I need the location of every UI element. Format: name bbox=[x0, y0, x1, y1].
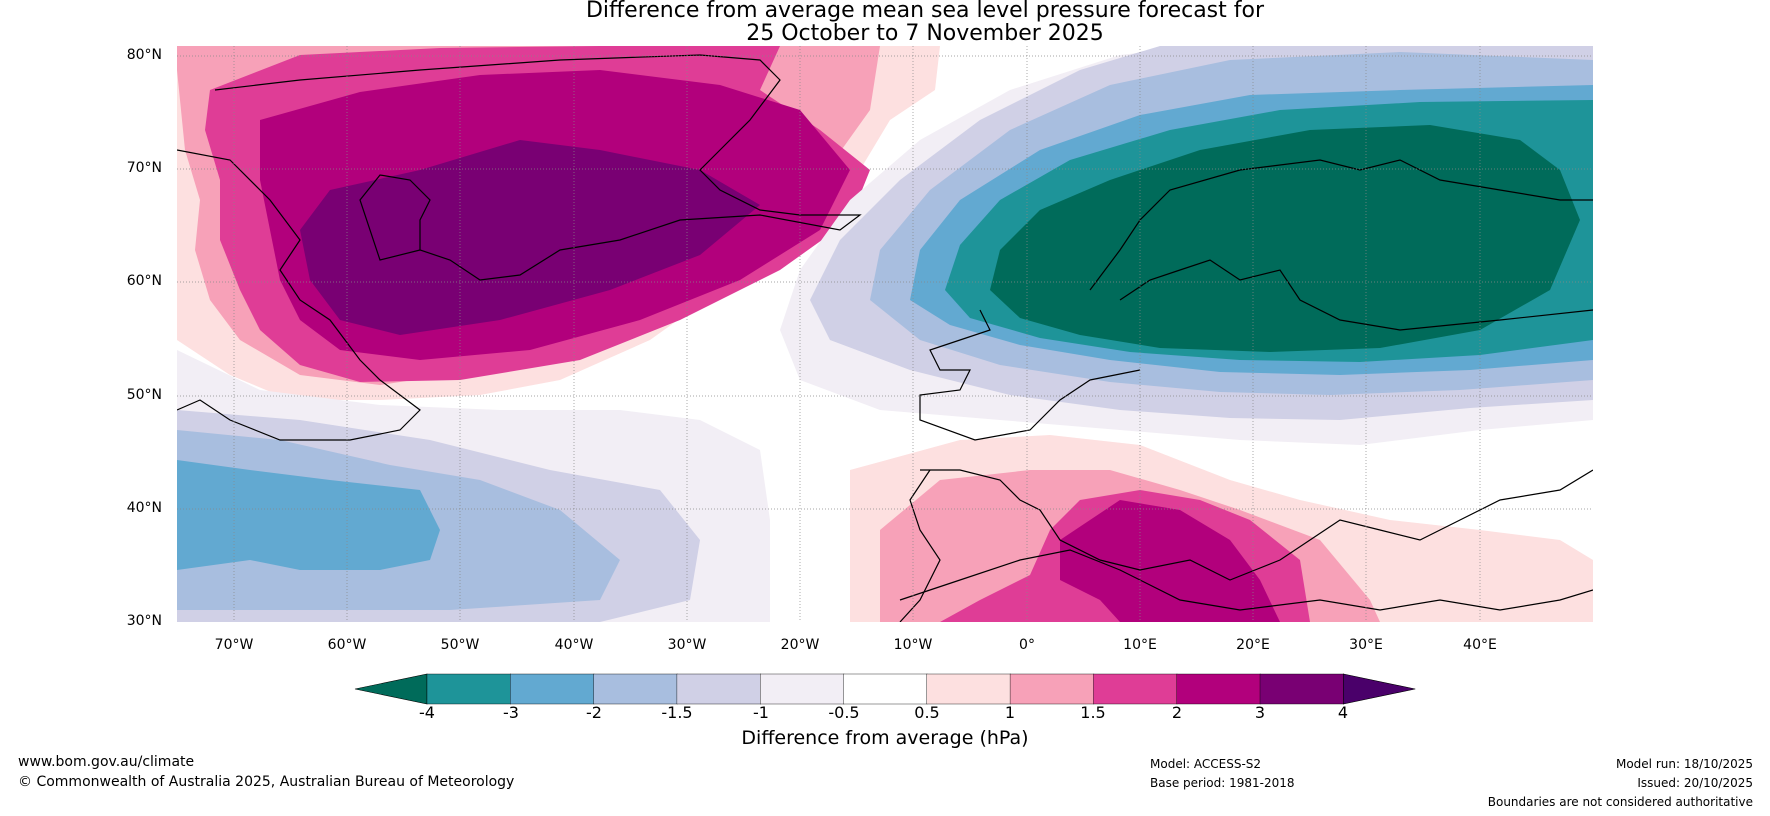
base-period: Base period: 1981-2018 bbox=[1150, 776, 1295, 790]
baltic-coastline bbox=[1119, 259, 1593, 331]
website-link[interactable]: www.bom.gov.au/climate bbox=[18, 754, 195, 770]
longitude-label: 40°E bbox=[1463, 637, 1497, 653]
colorbar-tick-label: 1.5 bbox=[1080, 703, 1106, 722]
colorbar-segment bbox=[1176, 673, 1261, 705]
colorbar-tick-label: -4 bbox=[419, 703, 435, 722]
latitude-label: 40°N bbox=[126, 500, 162, 516]
colorbar-max-extension bbox=[1343, 673, 1416, 705]
greenland-coastline bbox=[214, 54, 862, 281]
longitude-label: 0° bbox=[1019, 637, 1035, 653]
model-name: Model: ACCESS-S2 bbox=[1150, 757, 1262, 771]
longitude-label: 10°W bbox=[893, 637, 933, 653]
mediterranean-positive-anomaly bbox=[850, 435, 1593, 622]
colorbar-segment bbox=[926, 673, 1011, 705]
colorbar-segment bbox=[676, 673, 761, 705]
western-atlantic-negative-anomaly bbox=[177, 350, 770, 622]
colorbar-tick-label: -0.5 bbox=[828, 703, 860, 722]
latitude-label: 80°N bbox=[126, 47, 162, 63]
latitude-label: 50°N bbox=[126, 387, 162, 403]
scandinavia-coastline bbox=[1089, 159, 1593, 291]
latitude-label: 70°N bbox=[126, 160, 162, 176]
longitude-label: 40°W bbox=[554, 637, 594, 653]
longitude-label: 50°W bbox=[440, 637, 480, 653]
coastlines bbox=[177, 54, 1593, 622]
uk-ireland-france-coastline bbox=[919, 309, 1141, 441]
north-africa-coastline bbox=[899, 549, 1593, 611]
colorbar-min-extension bbox=[354, 673, 428, 705]
colorbar-tick-label: 2 bbox=[1171, 703, 1183, 722]
colorbar-title: Difference from average (hPa) bbox=[741, 727, 1029, 749]
longitude-label: 60°W bbox=[327, 637, 367, 653]
boundaries-disclaimer: Boundaries are not considered authoritat… bbox=[1487, 795, 1753, 809]
longitude-label: 30°E bbox=[1349, 637, 1383, 653]
copyright-notice: © Commonwealth of Australia 2025, Austra… bbox=[18, 774, 515, 790]
map-title-line-2: 25 October to 7 November 2025 bbox=[746, 21, 1104, 46]
scandinavia-negative-anomaly bbox=[780, 46, 1593, 445]
colorbar-segment bbox=[843, 673, 928, 705]
latitude-label: 60°N bbox=[126, 273, 162, 289]
colorbar-tick-label: 0.5 bbox=[914, 703, 940, 722]
map-title-line-1: Difference from average mean sea level p… bbox=[585, 0, 1265, 23]
colorbar-segment bbox=[593, 673, 678, 705]
map-area bbox=[177, 46, 1593, 622]
colorbar-tick-label: 3 bbox=[1254, 703, 1266, 722]
colorbar-segment bbox=[1093, 673, 1178, 705]
colorbar-segment bbox=[1009, 673, 1095, 705]
labrador-coastline bbox=[177, 149, 421, 441]
greenland-positive-anomaly bbox=[177, 46, 940, 400]
model-run-date: Model run: 18/10/2025 bbox=[1615, 757, 1753, 771]
colorbar-segment bbox=[760, 673, 845, 705]
colorbar-segment bbox=[1259, 673, 1345, 705]
colorbar-tick-label: 1 bbox=[1004, 703, 1016, 722]
colorbar bbox=[354, 673, 1416, 705]
latitude-label: 30°N bbox=[126, 613, 162, 629]
colorbar-tick-label: -1.5 bbox=[661, 703, 693, 722]
colorbar-segment bbox=[426, 673, 512, 705]
iberia-coastline bbox=[899, 469, 941, 622]
longitude-label: 20°W bbox=[780, 637, 820, 653]
issued-date: Issued: 20/10/2025 bbox=[1637, 776, 1753, 790]
colorbar-tick-label: -2 bbox=[586, 703, 602, 722]
longitude-label: 10°E bbox=[1123, 637, 1157, 653]
colorbar-tick-label: -1 bbox=[753, 703, 769, 722]
colorbar-tick-label: -3 bbox=[503, 703, 519, 722]
graticule bbox=[177, 46, 1593, 622]
colorbar-segment bbox=[510, 673, 595, 705]
longitude-label: 30°W bbox=[667, 637, 707, 653]
colorbar-tick-label: 4 bbox=[1337, 703, 1349, 722]
longitude-label: 70°W bbox=[214, 637, 254, 653]
longitude-label: 20°E bbox=[1236, 637, 1270, 653]
mediterranean-north-coastline bbox=[920, 469, 1593, 581]
